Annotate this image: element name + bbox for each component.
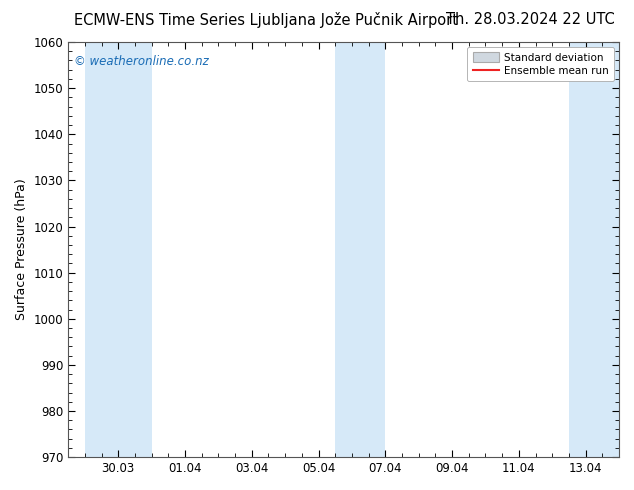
Legend: Standard deviation, Ensemble mean run: Standard deviation, Ensemble mean run [467,47,614,81]
Bar [335,42,385,457]
Text: ECMW-ENS Time Series Ljubljana Jože Pučnik Airport: ECMW-ENS Time Series Ljubljana Jože Pučn… [74,12,458,28]
Text: © weatheronline.co.nz: © weatheronline.co.nz [74,54,209,68]
Text: Th. 28.03.2024 22 UTC: Th. 28.03.2024 22 UTC [446,12,615,27]
Y-axis label: Surface Pressure (hPa): Surface Pressure (hPa) [15,179,28,320]
Bar [85,42,152,457]
Bar [569,42,619,457]
